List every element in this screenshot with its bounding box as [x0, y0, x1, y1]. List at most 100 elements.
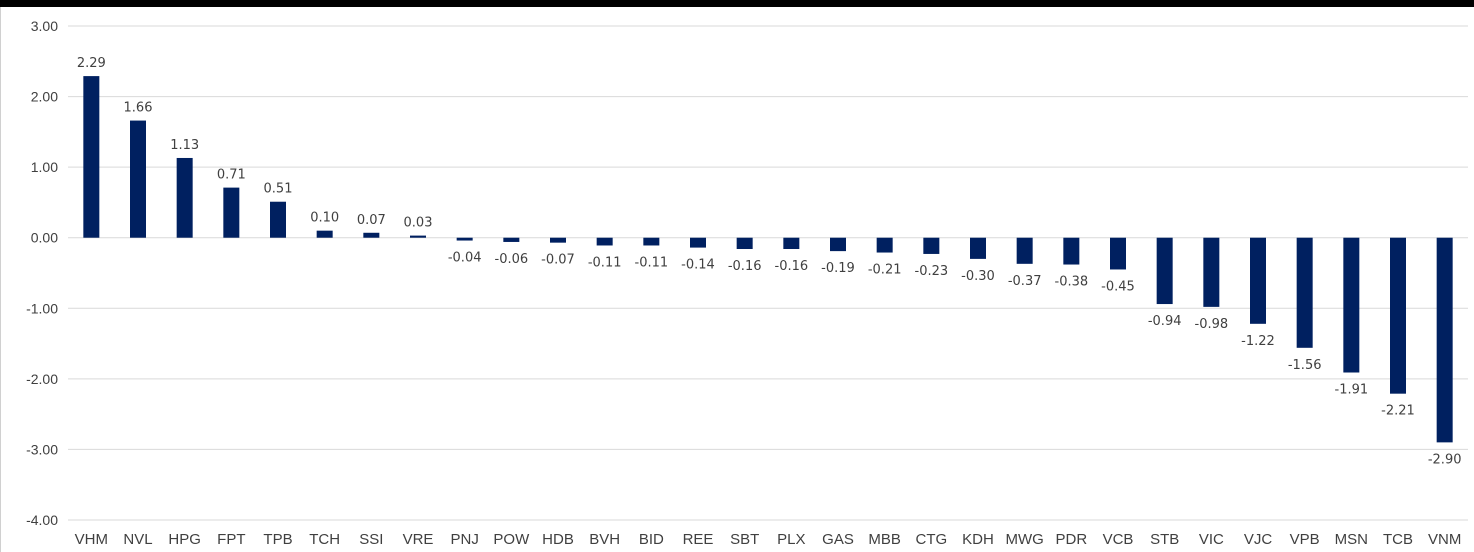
bar	[643, 237, 660, 246]
bar	[1156, 237, 1173, 305]
x-tick-label: KDH	[962, 531, 994, 548]
x-tick-label: MSN	[1335, 531, 1368, 548]
bar	[83, 76, 100, 238]
x-tick-label: VNM	[1428, 531, 1461, 548]
data-label: -0.19	[821, 261, 855, 276]
x-tick-label: PNJ	[450, 531, 478, 548]
x-tick-label: VIC	[1199, 531, 1224, 548]
x-tick-label: NVL	[123, 531, 152, 548]
y-tick-label: -4.00	[26, 512, 58, 528]
x-tick-label: PLX	[777, 531, 805, 548]
x-tick-label: VCB	[1103, 531, 1134, 548]
data-label: 0.07	[357, 213, 386, 228]
data-label: -0.30	[961, 269, 995, 284]
data-label: 0.51	[264, 182, 293, 197]
data-label: -0.11	[588, 255, 622, 270]
y-axis: 3.00 2.00 1.00 0.00 -1.00 -2.00 -3.00 -4.00	[26, 18, 58, 528]
y-tick-label: -1.00	[26, 300, 58, 316]
y-tick-label: 1.00	[31, 159, 58, 175]
x-tick-label: MWG	[1006, 531, 1044, 548]
bar	[316, 230, 333, 238]
data-label: -0.45	[1101, 279, 1135, 294]
bar	[130, 120, 146, 238]
bar	[690, 237, 706, 248]
bar	[923, 237, 940, 254]
bar	[456, 237, 473, 241]
x-tick-label: VJC	[1244, 531, 1273, 548]
data-label: 0.10	[310, 211, 339, 226]
y-tick-label: 2.00	[31, 89, 58, 105]
bar	[1016, 237, 1033, 264]
data-label: -0.16	[728, 259, 762, 274]
y-tick-label: -2.00	[26, 371, 58, 387]
x-tick-label: HDB	[542, 531, 574, 548]
bars	[83, 76, 1453, 443]
y-tick-label: -3.00	[26, 441, 58, 457]
bar	[1296, 237, 1313, 348]
x-tick-label: VPB	[1290, 531, 1320, 548]
data-label: -0.14	[681, 258, 715, 273]
x-tick-label: BVH	[589, 531, 620, 548]
data-label: -0.06	[495, 252, 529, 267]
bar	[1343, 237, 1360, 373]
data-label: -2.90	[1428, 452, 1462, 467]
bar	[410, 235, 426, 238]
y-tick-label: 3.00	[31, 18, 58, 34]
bar	[1203, 237, 1220, 307]
x-tick-label: SSI	[359, 531, 383, 548]
x-tick-label: FPT	[217, 531, 245, 548]
x-tick-label: VRE	[403, 531, 434, 548]
x-tick-label: TPB	[263, 531, 292, 548]
x-tick-label: VHM	[75, 531, 108, 548]
data-label: -0.04	[448, 251, 482, 266]
x-tick-label: CTG	[915, 531, 947, 548]
bar	[550, 237, 566, 243]
data-label: 1.66	[124, 101, 153, 116]
bar	[270, 201, 286, 238]
data-label: -1.22	[1241, 334, 1275, 349]
data-label: -0.23	[915, 264, 949, 279]
y-tick-label: 0.00	[31, 230, 58, 246]
bar	[1390, 237, 1406, 394]
data-labels: 2.29 1.66 1.13 0.71 0.51 0.10 0.07 0.03 -0.04 -0.…	[77, 56, 1462, 467]
left-border-line	[0, 7, 1, 552]
x-tick-label: TCH	[309, 531, 340, 548]
data-label: -1.56	[1288, 358, 1322, 373]
bar	[1250, 237, 1266, 324]
data-label: 0.71	[217, 168, 246, 183]
bar	[1436, 237, 1453, 443]
x-tick-label: TCB	[1383, 531, 1413, 548]
bar	[876, 237, 893, 253]
data-label: -0.38	[1055, 275, 1089, 290]
x-axis: VHM NVL HPG FPT TPB TCH SSI VRE PNJ POW HDB BVH BID R…	[75, 531, 1462, 548]
data-label: -1.91	[1335, 383, 1369, 398]
data-label: -0.21	[868, 263, 902, 278]
bar	[503, 237, 520, 242]
x-tick-label: BID	[639, 531, 664, 548]
gridlines	[68, 25, 1468, 521]
x-tick-label: SBT	[730, 531, 759, 548]
data-label: 1.13	[170, 138, 199, 153]
bar	[596, 237, 613, 246]
x-tick-label: MBB	[868, 531, 901, 548]
data-label: -0.11	[635, 255, 669, 270]
bar	[1063, 237, 1080, 265]
data-label: 0.03	[404, 216, 433, 231]
bar	[176, 157, 193, 238]
bar	[783, 237, 800, 250]
bar	[830, 237, 846, 252]
bar	[1110, 237, 1126, 270]
x-tick-label: REE	[683, 531, 714, 548]
data-label: -2.21	[1381, 404, 1415, 419]
bar	[736, 237, 753, 250]
x-tick-label: POW	[493, 531, 530, 548]
x-tick-label: PDR	[1055, 531, 1087, 548]
data-label: -0.37	[1008, 274, 1042, 289]
bar	[970, 237, 986, 259]
x-tick-label: STB	[1150, 531, 1179, 548]
data-label: -0.98	[1195, 317, 1229, 332]
top-border-bar	[0, 0, 1474, 7]
data-label: -0.16	[775, 259, 809, 274]
data-label: -0.94	[1148, 314, 1182, 329]
